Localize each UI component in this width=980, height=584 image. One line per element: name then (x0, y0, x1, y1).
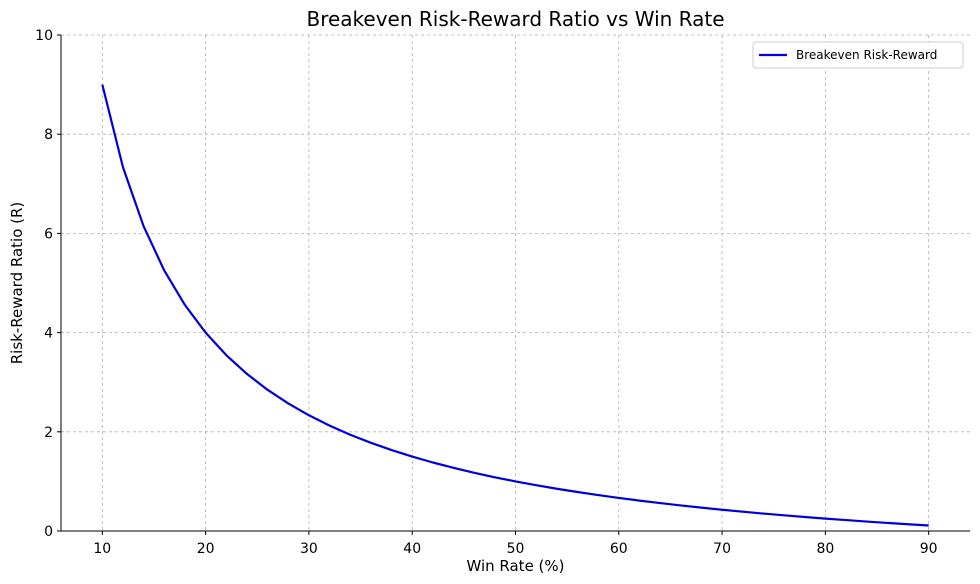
y-tick-label: 8 (44, 127, 53, 143)
tick-labels: 10 20 30 40 50 60 70 80 90 0 2 4 6 8 10 (35, 28, 937, 557)
x-tick-label: 90 (920, 541, 938, 557)
legend-box (752, 41, 964, 69)
y-tick-label: 2 (44, 425, 53, 441)
y-tick-label: 10 (35, 28, 53, 44)
grid (61, 34, 970, 532)
y-tick-label: 4 (44, 326, 53, 342)
x-tick-label: 70 (713, 541, 731, 557)
legend-label: Breakeven Risk-Reward (796, 48, 937, 62)
y-tick-label: 0 (44, 524, 53, 540)
series-line (101, 84, 929, 527)
x-tick-label: 10 (93, 541, 111, 557)
x-tick-label: 40 (403, 541, 421, 557)
axes (57, 34, 970, 535)
x-axis-label: Win Rate (%) (466, 557, 564, 575)
chart-title: Breakeven Risk-Reward Ratio vs Win Rate (306, 7, 724, 31)
x-tick-label: 60 (610, 541, 628, 557)
series-layer (101, 84, 929, 527)
y-axis-label: Risk-Reward Ratio (R) (8, 202, 26, 365)
x-tick-label: 20 (197, 541, 215, 557)
x-tick-label: 50 (507, 541, 525, 557)
x-tick-label: 30 (300, 541, 318, 557)
y-tick-label: 6 (44, 226, 53, 242)
legend: Breakeven Risk-Reward (752, 41, 964, 69)
x-tick-label: 80 (816, 541, 834, 557)
